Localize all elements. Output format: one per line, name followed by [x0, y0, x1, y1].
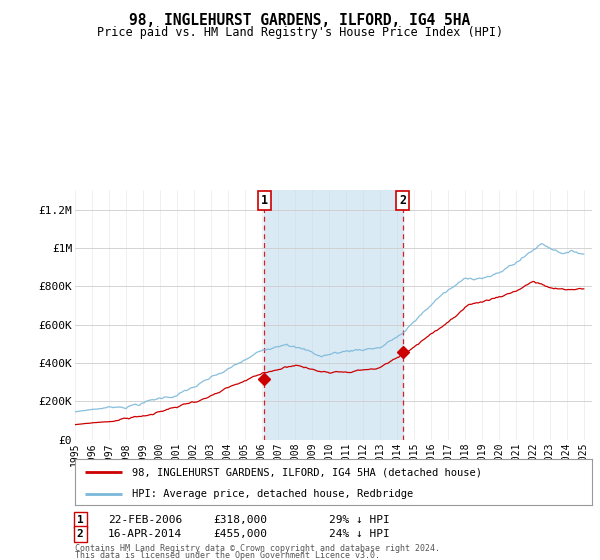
Text: £455,000: £455,000 — [213, 529, 267, 539]
Text: 24% ↓ HPI: 24% ↓ HPI — [329, 529, 389, 539]
Text: Contains HM Land Registry data © Crown copyright and database right 2024.: Contains HM Land Registry data © Crown c… — [75, 544, 440, 553]
Text: 98, INGLEHURST GARDENS, ILFORD, IG4 5HA (detached house): 98, INGLEHURST GARDENS, ILFORD, IG4 5HA … — [132, 467, 482, 477]
Text: 16-APR-2014: 16-APR-2014 — [108, 529, 182, 539]
Text: 29% ↓ HPI: 29% ↓ HPI — [329, 515, 389, 525]
Text: 2: 2 — [399, 194, 406, 207]
Bar — [265, 190, 403, 440]
Text: £318,000: £318,000 — [213, 515, 267, 525]
Text: 1: 1 — [261, 194, 268, 207]
Text: This data is licensed under the Open Government Licence v3.0.: This data is licensed under the Open Gov… — [75, 551, 380, 560]
Text: 22-FEB-2006: 22-FEB-2006 — [108, 515, 182, 525]
Text: 1: 1 — [77, 515, 83, 525]
Text: HPI: Average price, detached house, Redbridge: HPI: Average price, detached house, Redb… — [132, 489, 413, 498]
Text: 98, INGLEHURST GARDENS, ILFORD, IG4 5HA: 98, INGLEHURST GARDENS, ILFORD, IG4 5HA — [130, 13, 470, 27]
Text: Price paid vs. HM Land Registry's House Price Index (HPI): Price paid vs. HM Land Registry's House … — [97, 26, 503, 39]
Text: 2: 2 — [77, 529, 83, 539]
